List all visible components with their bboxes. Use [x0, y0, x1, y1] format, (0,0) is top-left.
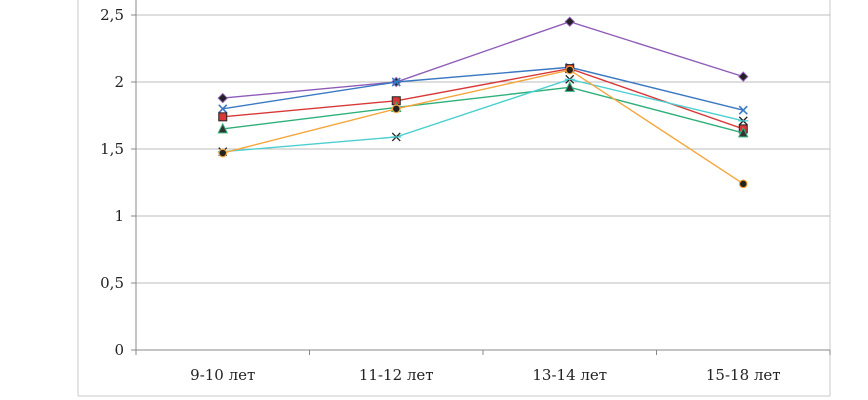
data-point	[218, 112, 228, 122]
y-tick-label: 2,5	[100, 6, 124, 24]
axes	[131, 0, 831, 355]
series-group	[217, 16, 749, 189]
y-tick-label: 1,5	[100, 140, 124, 158]
series-line	[222, 86, 744, 134]
data-point	[217, 122, 229, 134]
data-point	[391, 104, 401, 114]
data-point	[564, 81, 576, 92]
series-4	[217, 81, 749, 138]
data-point	[737, 126, 749, 138]
series-line	[222, 78, 744, 153]
series-line	[222, 69, 744, 185]
data-point	[217, 92, 228, 104]
data-point	[738, 116, 749, 126]
data-point	[565, 65, 575, 75]
y-tick-label: 1	[114, 207, 124, 225]
data-point	[391, 132, 402, 142]
tick-labels: 0 0,5 1 1,5 2 2,5 9-10 лет 11-12 лет 13-14 лет 15…	[100, 6, 780, 384]
data-point	[738, 71, 749, 82]
series-line	[222, 67, 744, 130]
data-point	[218, 104, 228, 114]
series-line	[222, 66, 744, 111]
y-tick-label: 2	[114, 73, 124, 91]
data-point	[564, 74, 575, 84]
x-tick-label: 15-18 лет	[706, 366, 781, 384]
y-tick-label: 0	[114, 341, 124, 359]
series-6	[218, 65, 748, 189]
x-tick-label: 9-10 лет	[190, 366, 255, 384]
data-point	[738, 105, 748, 115]
data-point	[564, 16, 575, 27]
series-line	[222, 20, 744, 99]
data-point	[738, 179, 748, 189]
y-tick-label: 0,5	[100, 274, 124, 292]
series-5	[217, 74, 749, 157]
x-tick-label: 13-14 лет	[532, 366, 607, 384]
data-point	[218, 148, 228, 158]
x-tick-label: 11-12 лет	[359, 366, 434, 384]
data-point	[391, 77, 401, 87]
